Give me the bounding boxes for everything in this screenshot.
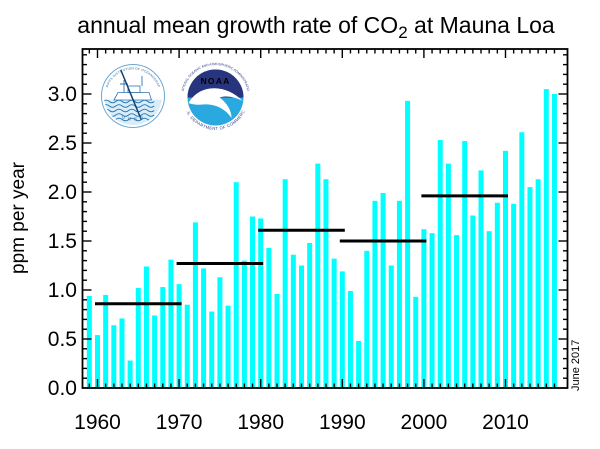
noaa-gull-icon bbox=[188, 88, 243, 118]
bar-1986 bbox=[307, 242, 313, 388]
y-tick-label-2.0: 2.0 bbox=[48, 181, 77, 204]
chart-title: annual mean growth rate of CO2 at Mauna … bbox=[77, 12, 555, 42]
bar-1975 bbox=[217, 277, 223, 388]
bar-1981 bbox=[266, 247, 272, 388]
bar-2007 bbox=[478, 170, 484, 388]
x-tick-label-1970: 1970 bbox=[156, 411, 203, 434]
y-tick-label-1.0: 1.0 bbox=[48, 279, 77, 302]
bar-1993 bbox=[364, 250, 370, 388]
bar-1988 bbox=[323, 179, 329, 388]
bar-1982 bbox=[274, 293, 280, 388]
bar-1971 bbox=[184, 304, 190, 388]
bar-2009 bbox=[494, 202, 500, 388]
bar-1963 bbox=[119, 318, 125, 388]
x-tick-label-1960: 1960 bbox=[74, 411, 121, 434]
bar-1987 bbox=[315, 163, 321, 388]
bars-group bbox=[86, 89, 557, 389]
bar-2015 bbox=[543, 89, 549, 388]
bar-1959 bbox=[86, 295, 92, 388]
bar-1976 bbox=[225, 305, 231, 388]
bar-1984 bbox=[290, 254, 296, 388]
plot-frame bbox=[81, 48, 569, 389]
bar-2006 bbox=[470, 215, 476, 388]
bar-1970 bbox=[176, 284, 182, 388]
x-tick-label-1980: 1980 bbox=[237, 411, 284, 434]
scripps-ucsd-text: U C S D bbox=[121, 114, 145, 121]
bar-1994 bbox=[372, 200, 378, 388]
bar-2001 bbox=[429, 233, 435, 388]
bar-1978 bbox=[241, 260, 247, 388]
y-tick-label-3.0: 3.0 bbox=[48, 83, 77, 106]
bar-1977 bbox=[233, 182, 239, 388]
y-tick-label-0.5: 0.5 bbox=[48, 328, 77, 351]
bar-1980 bbox=[258, 218, 264, 388]
noaa-wordmark: NOAA bbox=[201, 76, 231, 86]
bar-2016 bbox=[551, 94, 557, 388]
bar-1974 bbox=[209, 311, 215, 388]
bar-1985 bbox=[299, 265, 304, 388]
bar-1990 bbox=[339, 271, 345, 388]
bar-2010 bbox=[503, 150, 508, 388]
tick-labels-group: 1960 1970 1980 1990 2000 2010 0.0 0.5 1.0 1.5 2.0 2… bbox=[48, 83, 529, 434]
y-tick-label-2.5: 2.5 bbox=[48, 132, 77, 155]
bar-1999 bbox=[413, 296, 419, 388]
bar-1979 bbox=[250, 216, 256, 388]
x-tick-label-1990: 1990 bbox=[319, 411, 366, 434]
bar-1973 bbox=[201, 268, 207, 388]
bar-2002 bbox=[437, 140, 443, 388]
bar-1989 bbox=[331, 258, 337, 388]
bar-1991 bbox=[347, 290, 353, 388]
noaa-logo-navy-half bbox=[187, 69, 244, 98]
date-watermark: June 2017 bbox=[570, 340, 582, 391]
bar-1992 bbox=[356, 340, 362, 388]
bar-2004 bbox=[454, 235, 460, 388]
bar-2012 bbox=[519, 132, 525, 388]
trident-icon bbox=[112, 67, 142, 120]
bar-1969 bbox=[168, 259, 174, 388]
bar-2014 bbox=[535, 179, 541, 388]
bar-2011 bbox=[511, 203, 517, 388]
axes-group bbox=[81, 48, 569, 389]
bar-2000 bbox=[421, 229, 427, 388]
bar-1961 bbox=[103, 294, 109, 388]
y-axis-title: ppm per year bbox=[8, 161, 29, 274]
bar-1996 bbox=[388, 265, 394, 388]
ship-icon bbox=[113, 76, 153, 101]
x-tick-label-2010: 2010 bbox=[482, 411, 529, 434]
bar-1998 bbox=[405, 100, 411, 389]
bar-1997 bbox=[396, 200, 402, 388]
bar-2008 bbox=[486, 231, 492, 388]
bar-1964 bbox=[127, 360, 133, 388]
bar-1962 bbox=[111, 325, 117, 388]
y-tick-label-0.0: 0.0 bbox=[48, 377, 77, 400]
bar-2005 bbox=[462, 141, 468, 388]
y-tick-label-1.5: 1.5 bbox=[48, 230, 77, 253]
decade-average-lines bbox=[95, 194, 508, 306]
bar-1965 bbox=[135, 288, 141, 388]
x-tick-label-2000: 2000 bbox=[401, 411, 448, 434]
bar-1967 bbox=[152, 315, 158, 388]
bar-1983 bbox=[282, 179, 288, 388]
bar-1995 bbox=[380, 192, 386, 388]
bar-2003 bbox=[445, 163, 451, 388]
bar-1972 bbox=[192, 222, 198, 388]
bar-2013 bbox=[527, 187, 533, 388]
bar-1960 bbox=[95, 335, 100, 388]
bar-1968 bbox=[160, 287, 166, 388]
bar-1966 bbox=[143, 266, 149, 388]
